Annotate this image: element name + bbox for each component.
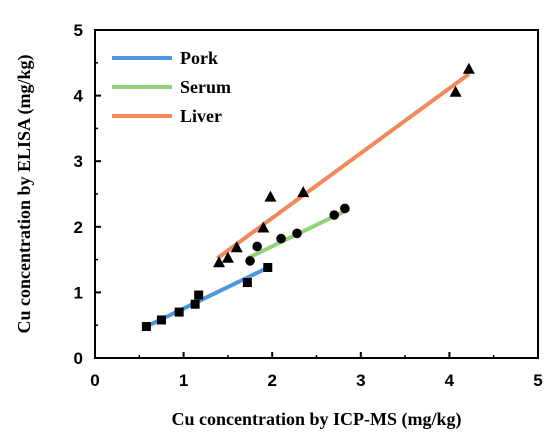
point-liver [213,256,226,268]
y-tick-label: 4 [74,87,84,106]
y-tick-label: 2 [74,218,83,237]
y-axis-title: Cu concentration by ELISA (mg/kg) [14,54,35,333]
point-pork [190,299,200,309]
fit-line-liver [216,72,471,260]
point-pork [242,278,252,288]
point-liver [297,186,310,198]
y-tick-label: 5 [74,21,83,40]
y-tick-label: 3 [74,152,83,171]
legend-label-pork: Pork [180,48,218,68]
point-pork [141,322,151,332]
point-liver [462,62,475,74]
point-serum [329,210,340,220]
x-tick-label: 3 [356,371,365,390]
legend-label-serum: Serum [180,77,231,97]
y-tick-label: 0 [74,349,83,368]
plot-frame [94,29,539,359]
x-tick-label: 1 [179,371,188,390]
y-tick-label: 1 [74,283,83,302]
point-liver [449,85,462,97]
axis-ticks: 0 1 2 3 4 5 0 1 2 3 4 5 [74,21,543,390]
data-markers [141,62,475,332]
point-serum [252,241,262,252]
point-serum [245,256,255,266]
point-serum [340,203,350,214]
point-liver [221,251,234,263]
point-liver [230,241,243,253]
point-liver [264,190,277,202]
legend: Pork Serum Liver [112,48,231,126]
point-liver [257,221,270,233]
x-axis-title: Cu concentration by ICP-MS (mg/kg) [172,409,462,430]
point-serum [292,228,302,239]
point-pork [263,262,273,272]
point-serum [276,233,286,244]
x-tick-label: 4 [445,371,455,390]
x-tick-label: 5 [533,371,542,390]
point-pork [156,315,166,325]
x-tick-label: 0 [90,371,99,390]
point-pork [174,307,184,317]
point-pork [194,290,204,300]
legend-label-liver: Liver [180,106,222,126]
x-tick-label: 2 [267,371,276,390]
